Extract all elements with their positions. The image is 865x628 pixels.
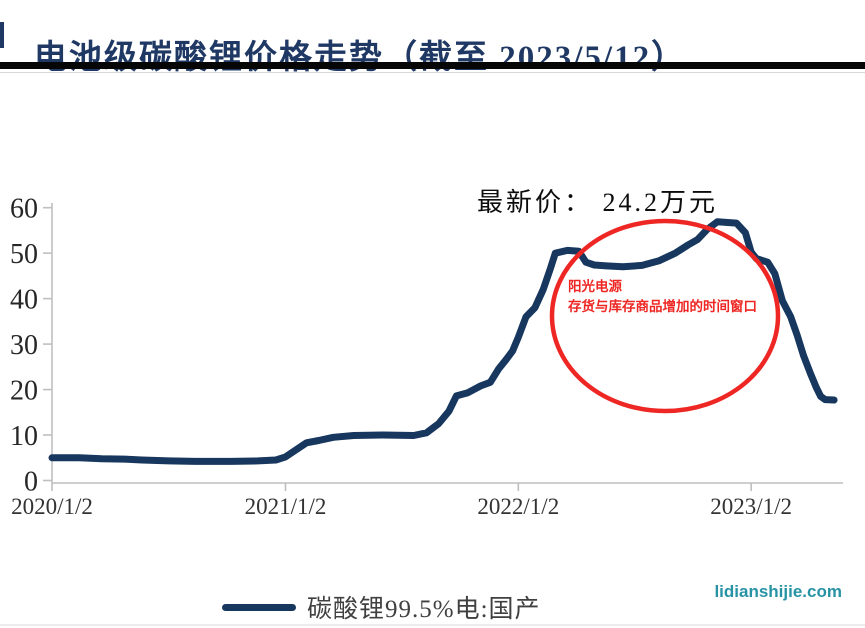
legend-line-swatch: [222, 603, 296, 611]
watermark-text: lidianshijie.com: [714, 582, 842, 601]
x-tick-label: 2022/1/2: [477, 494, 559, 519]
y-tick-label: 50: [10, 239, 38, 270]
price-line-series: [48, 218, 838, 465]
y-tick-label: 30: [10, 330, 38, 361]
x-tick-label: 2020/1/2: [11, 494, 93, 519]
y-tick-label: 40: [10, 285, 38, 316]
latest-price-annotation: 最新价： 24.2万元: [477, 188, 719, 217]
chart-generated-layer: 0 10 20 30 40 50 60 2020/1/2 2021/1/2 2022/1/2 202…: [10, 194, 843, 519]
y-tick-label: 20: [10, 376, 38, 407]
legend-series-label: 碳酸锂99.5%电:国产: [307, 596, 541, 623]
page-title: 电池级碳酸锂价格走势（截至 2023/5/12）: [34, 40, 687, 77]
highlight-note-line2: 存货与库存商品增加的时间窗口: [568, 299, 757, 314]
x-tick-label: 2021/1/2: [245, 494, 327, 519]
left-edge-mark: [0, 22, 4, 48]
title-divider: [0, 62, 865, 69]
y-tick-label: 10: [10, 421, 38, 452]
chart-legend: 碳酸锂99.5%电:国产: [222, 591, 541, 623]
highlight-ellipse: [549, 218, 781, 414]
y-tick-label: 0: [24, 467, 38, 498]
bottom-divider: [0, 624, 865, 626]
highlight-note-line1: 阳光电源: [568, 279, 622, 294]
title-divider-shadow: [0, 72, 865, 73]
highlight-note: 阳光电源 存货与库存商品增加的时间窗口: [568, 277, 757, 317]
x-tick-label: 2023/1/2: [710, 494, 792, 519]
y-tick-label: 60: [10, 194, 38, 225]
